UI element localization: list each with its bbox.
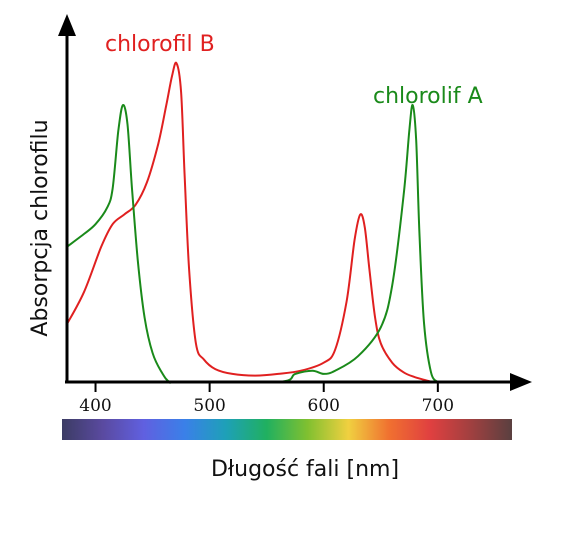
series-layer xyxy=(66,61,439,384)
y-axis-arrowhead xyxy=(58,14,76,36)
x-tick-layer: 400 500 600 700 xyxy=(79,382,454,416)
series-label-chlorolif-a: chlorolif A xyxy=(373,84,483,109)
x-axis-title: Długość fali [nm] xyxy=(211,457,399,482)
x-axis-arrowhead xyxy=(510,373,532,391)
series-line-chlorolif-a xyxy=(66,104,439,384)
x-tick-label: 600 xyxy=(308,396,340,416)
y-axis-title: Absorpcja chlorofilu xyxy=(28,119,53,336)
spectrum-bar xyxy=(62,419,512,440)
x-tick-label: 500 xyxy=(193,396,225,416)
series-label-chlorofil-b: chlorofil B xyxy=(105,32,215,57)
series-line-chlorofil-b xyxy=(66,61,433,383)
x-tick-label: 400 xyxy=(79,396,111,416)
x-tick-label: 700 xyxy=(422,396,454,416)
